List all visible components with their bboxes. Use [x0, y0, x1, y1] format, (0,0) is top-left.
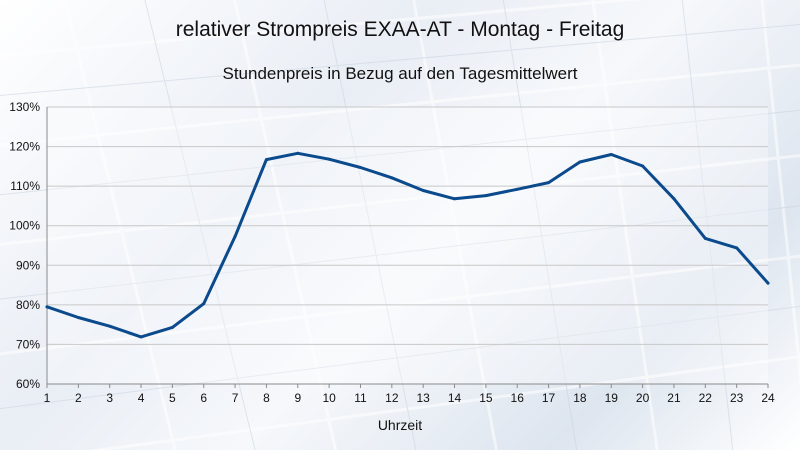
data-point: [735, 246, 739, 250]
data-point: [170, 325, 174, 329]
y-tick-label: 120%: [9, 140, 40, 154]
data-point: [327, 157, 331, 161]
series-layer: [45, 151, 770, 339]
y-tick-label: 100%: [9, 219, 40, 233]
data-point: [390, 176, 394, 180]
chart-subtitle: Stundenpreis in Bezug auf den Tagesmitte…: [222, 64, 578, 83]
data-point: [296, 151, 300, 155]
x-tick-label: 1: [44, 391, 51, 405]
data-point: [484, 194, 488, 198]
data-point: [45, 305, 49, 309]
y-tick-label: 130%: [9, 100, 40, 114]
data-point: [703, 236, 707, 240]
x-tick-label: 4: [138, 391, 145, 405]
data-point: [641, 164, 645, 168]
x-tick-label: 21: [667, 391, 681, 405]
series-line: [45, 151, 770, 339]
x-tick-label: 8: [263, 391, 270, 405]
x-tick-label: 11: [354, 391, 367, 405]
data-point: [76, 316, 80, 320]
y-tick-label: 70%: [16, 337, 40, 351]
data-point: [672, 197, 676, 201]
y-tick-label: 90%: [16, 258, 40, 272]
data-point: [766, 281, 770, 285]
x-tick-label: 24: [761, 391, 775, 405]
data-point: [202, 302, 206, 306]
y-tick-label: 60%: [16, 377, 40, 391]
x-tick-label: 12: [385, 391, 399, 405]
y-tick-labels: 60% 70% 80% 90% 100% 110% 120% 130%: [9, 100, 40, 391]
axes: [46, 107, 769, 388]
data-point: [264, 158, 268, 162]
plot-area: [47, 107, 768, 384]
gridlines: [47, 106, 768, 385]
x-tick-label: 5: [169, 391, 176, 405]
data-point: [609, 152, 613, 156]
x-tick-label: 16: [511, 391, 525, 405]
x-tick-labels: 1 2 3 4 5 6 7 8 9 10 11 12 13 14 15 16 17 18 19 20 21 22 23 24: [44, 391, 775, 405]
x-tick-label: 18: [573, 391, 587, 405]
data-point: [108, 324, 112, 328]
x-tick-label: 14: [448, 391, 462, 405]
x-tick-label: 22: [699, 391, 713, 405]
x-tick-label: 15: [479, 391, 493, 405]
y-tick-label: 110%: [10, 179, 40, 193]
data-point: [453, 197, 457, 201]
x-tick-label: 3: [106, 391, 113, 405]
x-tick-label: 13: [416, 391, 430, 405]
data-point: [358, 166, 362, 170]
x-tick-label: 7: [232, 391, 239, 405]
data-point: [515, 187, 519, 191]
data-point: [139, 335, 143, 339]
x-tick-label: 23: [730, 391, 744, 405]
chart-title: relativer Strompreis EXAA-AT - Montag - …: [175, 18, 625, 41]
x-tick-label: 20: [636, 391, 650, 405]
x-axis-label: Uhrzeit: [378, 417, 422, 433]
x-tick-label: 2: [75, 391, 82, 405]
x-tick-label: 10: [322, 391, 336, 405]
data-point: [233, 234, 237, 238]
x-tick-label: 17: [542, 391, 556, 405]
data-point: [578, 160, 582, 164]
data-point: [421, 188, 425, 192]
x-tick-label: 6: [200, 391, 207, 405]
y-tick-label: 80%: [16, 298, 40, 312]
x-tick-label: 9: [294, 391, 301, 405]
x-tick-label: 19: [605, 391, 619, 405]
data-point: [547, 181, 551, 185]
